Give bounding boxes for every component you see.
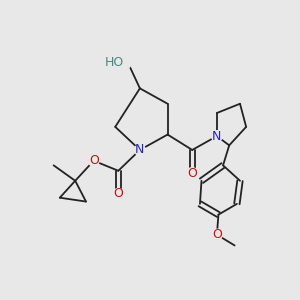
Text: O: O <box>212 228 222 241</box>
Circle shape <box>113 188 124 199</box>
Text: O: O <box>89 154 99 167</box>
Text: O: O <box>113 187 123 200</box>
Text: HO: HO <box>105 56 124 69</box>
Circle shape <box>212 229 222 240</box>
Text: O: O <box>187 167 197 180</box>
Circle shape <box>212 131 222 142</box>
Circle shape <box>88 155 99 166</box>
Circle shape <box>118 55 131 69</box>
Circle shape <box>134 145 145 155</box>
Text: N: N <box>212 130 222 142</box>
Circle shape <box>187 168 198 178</box>
Text: N: N <box>135 143 145 157</box>
